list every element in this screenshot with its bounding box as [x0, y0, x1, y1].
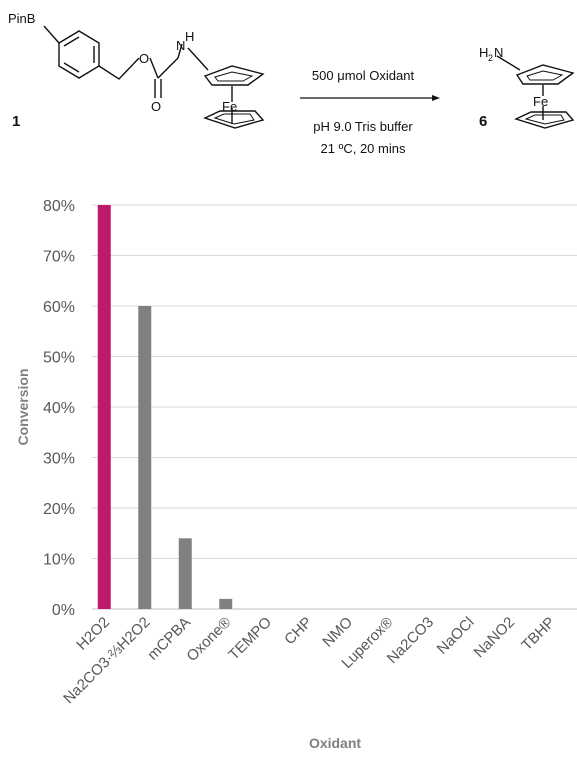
- y-tick-label: 10%: [43, 552, 75, 569]
- y-tick-label: 20%: [43, 501, 75, 518]
- reactant-fe-label: Fe: [222, 99, 237, 114]
- pinb-label: PinB: [8, 11, 35, 26]
- bar-0: [97, 205, 111, 609]
- x-category-label: CHP: [281, 614, 315, 648]
- product-amine-h-label: H: [479, 45, 488, 60]
- y-axis-ticks: 0% 10% 20% 30% 40% 50% 60% 70% 80%: [43, 198, 75, 619]
- gridlines: [92, 204, 577, 610]
- product-structure: [496, 55, 575, 129]
- condition-temperature-time: 21 ºC, 20 mins: [321, 141, 406, 156]
- y-tick-label: 0%: [52, 602, 75, 619]
- x-category-label: Oxone®: [183, 614, 234, 665]
- product-number: 6: [479, 113, 487, 130]
- reaction-scheme: PinB O O N H Fe 1 500 μmol Oxidant pH 9.…: [8, 11, 575, 156]
- y-tick-label: 40%: [43, 400, 75, 417]
- x-category-label: NaOCl: [434, 614, 478, 658]
- condition-oxidant: 500 μmol Oxidant: [312, 68, 415, 83]
- amine-n-label: N: [176, 38, 185, 53]
- x-axis-title: Oxidant: [309, 735, 361, 751]
- reaction-arrowhead: [432, 95, 440, 101]
- x-category-label: TBHP: [518, 614, 558, 654]
- x-category-label: NaNO2: [471, 614, 518, 661]
- x-category-label: TEMPO: [225, 614, 275, 664]
- y-axis-title: Conversion: [15, 368, 31, 445]
- conversion-bar-chart: 0% 10% 20% 30% 40% 50% 60% 70% 80% H2O2Na2CO3·⅔H…: [15, 198, 577, 751]
- bar-2: [178, 538, 192, 609]
- ester-oxygen-label: O: [139, 51, 149, 66]
- carbonyl-oxygen-label: O: [151, 99, 161, 114]
- y-tick-label: 80%: [43, 198, 75, 215]
- y-tick-label: 70%: [43, 249, 75, 266]
- reactant-number: 1: [12, 113, 20, 130]
- condition-buffer: pH 9.0 Tris buffer: [313, 119, 413, 134]
- y-tick-label: 30%: [43, 451, 75, 468]
- reactant-structure: [43, 25, 265, 129]
- bars: [97, 205, 233, 609]
- product-fe-label: Fe: [533, 94, 548, 109]
- y-tick-label: 60%: [43, 299, 75, 316]
- y-tick-label: 50%: [43, 350, 75, 367]
- product-amine-n-label: N: [494, 45, 503, 60]
- amine-h-label: H: [185, 29, 194, 44]
- bar-3: [219, 598, 233, 609]
- bar-1: [138, 306, 152, 609]
- product-amine-subscript: 2: [488, 53, 493, 63]
- x-category-label: NMO: [319, 614, 356, 651]
